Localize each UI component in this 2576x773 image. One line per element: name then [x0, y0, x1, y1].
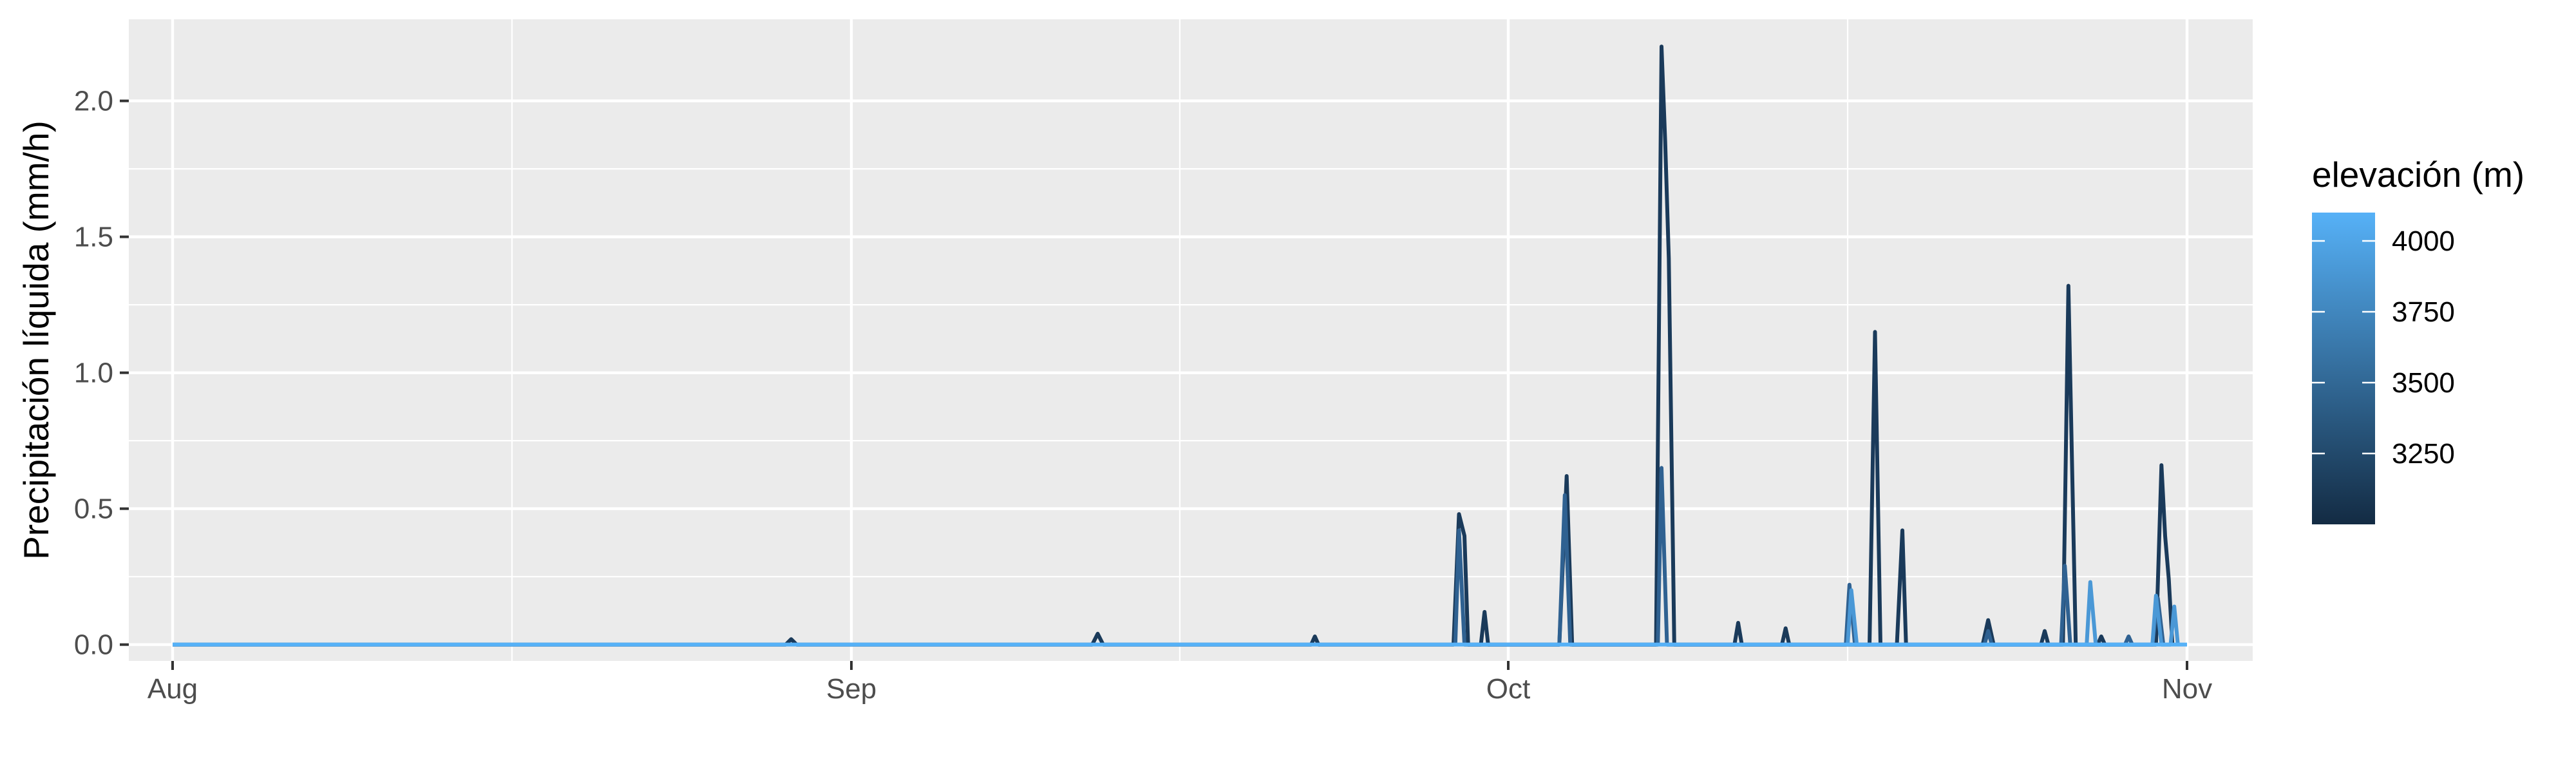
x-tick-label: Aug [147, 673, 198, 705]
legend-tick-label: 3750 [2392, 296, 2455, 328]
legend-title: elevación (m) [2312, 155, 2524, 195]
gridlines [129, 19, 2253, 661]
legend-colorbar [2312, 213, 2375, 524]
x-tick-label: Nov [2162, 673, 2212, 705]
legend-tick-label: 4000 [2392, 225, 2455, 257]
y-axis: 0.0 0.5 1.0 1.5 2.0 [74, 86, 129, 661]
x-axis: Aug Sep Oct Nov [147, 661, 2212, 705]
y-tick-label: 1.0 [74, 358, 113, 389]
legend-tick-label: 3250 [2392, 438, 2455, 470]
data-series [173, 44, 2187, 647]
y-tick-label: 0.5 [74, 493, 113, 525]
plot-panel [129, 19, 2253, 661]
y-tick-label: 2.0 [74, 86, 113, 117]
x-tick-label: Sep [826, 673, 876, 705]
x-tick-label: Oct [1486, 673, 1530, 705]
y-tick-label: 0.0 [74, 629, 113, 661]
legend-ticks: 4000 3750 3500 3250 [2312, 225, 2455, 470]
y-axis-title: Precipitación líquida (mm/h) [16, 120, 56, 560]
y-tick-label: 1.5 [74, 222, 113, 253]
legend: elevación (m) 4000 3750 3500 3250 [2312, 155, 2524, 524]
legend-tick-label: 3500 [2392, 367, 2455, 399]
